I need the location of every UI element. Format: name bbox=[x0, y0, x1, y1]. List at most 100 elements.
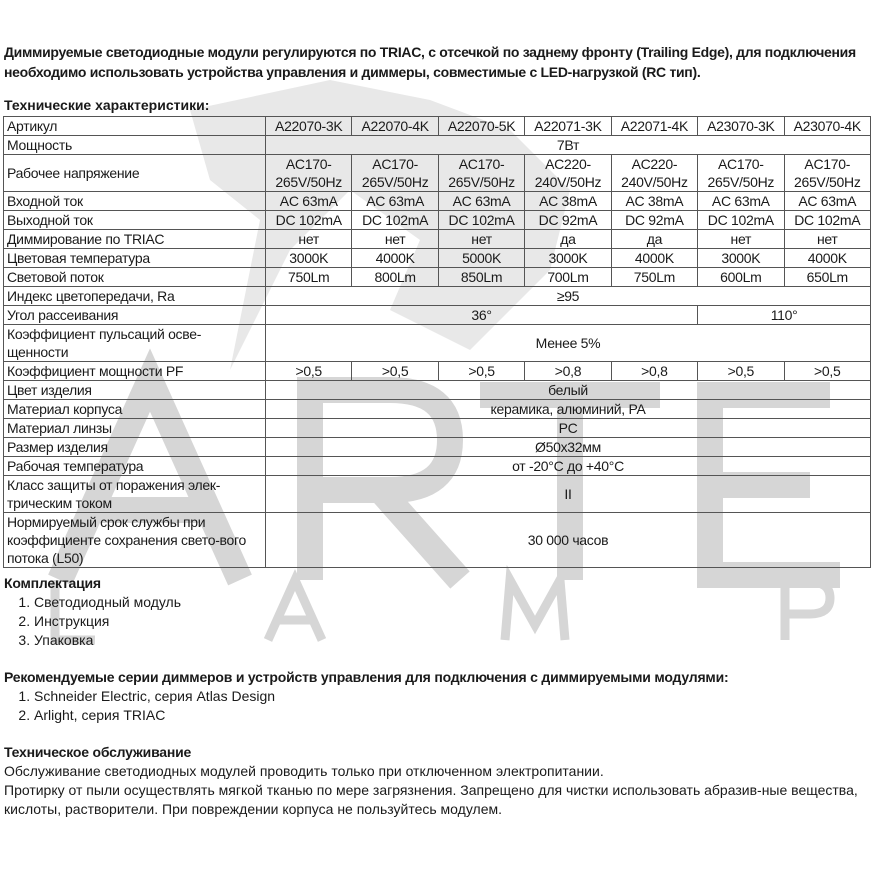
row-label: Класс защиты от поражения элек-трическим… bbox=[3, 475, 266, 513]
table-cell: AC220-240V/50Hz bbox=[524, 154, 612, 192]
service-line: Протирку от пыли осуществлять мягкой тка… bbox=[4, 782, 858, 817]
table-cell: 4000K bbox=[783, 248, 872, 268]
dimmers-title: Рекомендуемые серии диммеров и устройств… bbox=[4, 669, 729, 685]
table-cell: A22071-4K bbox=[610, 116, 699, 136]
table-cell: нет bbox=[351, 229, 439, 249]
table-cell: >0,5 bbox=[264, 361, 353, 381]
table-cell: DC 92mA bbox=[524, 210, 612, 230]
table-cell: DC 102mA bbox=[264, 210, 353, 230]
table-row: Размер изделия Ø50x32мм bbox=[3, 437, 871, 457]
table-cell: >0,5 bbox=[697, 361, 785, 381]
row-label: Угол рассеивания bbox=[3, 305, 266, 325]
table-cell: DC 102mA bbox=[437, 210, 526, 230]
kit-section: Комплектация Светодиодный модуль Инструк… bbox=[4, 574, 871, 650]
table-row: Цветовая температура 3000K 4000K 5000K 3000K… bbox=[3, 248, 872, 268]
table-cell: AC170-265V/50Hz bbox=[783, 154, 872, 192]
table-cell: 7Вт bbox=[265, 135, 871, 155]
table-row: Класс защиты от поражения элек-трическим… bbox=[3, 475, 871, 513]
spec-table: Артикул A22070-3K A22070-4K A22070-5K A22071… bbox=[3, 116, 872, 568]
table-row: Входной ток AC 63mA AC 63mA AC 63mA AC 38mA A… bbox=[3, 191, 872, 211]
table-cell: AC 63mA bbox=[264, 191, 353, 211]
table-cell: A23070-3K bbox=[697, 116, 785, 136]
table-cell: AC 38mA bbox=[610, 191, 699, 211]
table-cell: 600Lm bbox=[697, 267, 785, 287]
table-cell: DC 102mA bbox=[783, 210, 872, 230]
table-row: Индекс цветопередачи, Ra ≥95 bbox=[3, 286, 871, 306]
table-row: Диммирование по TRIAC нет нет нет да да нет нет bbox=[3, 229, 872, 249]
table-cell: 5000K bbox=[437, 248, 526, 268]
spec-title: Технические характеристики: bbox=[4, 97, 210, 113]
table-cell: белый bbox=[265, 380, 871, 400]
table-cell: 36° bbox=[264, 305, 699, 325]
kit-item: Светодиодный модуль bbox=[34, 593, 871, 612]
table-cell: >0,5 bbox=[783, 361, 872, 381]
table-cell: AC170-265V/50Hz bbox=[437, 154, 526, 192]
row-label: Цветовая температура bbox=[3, 248, 266, 268]
table-row: Рабочее напряжение AC170-265V/50Hz AC170-2… bbox=[3, 154, 872, 192]
row-label: Индекс цветопередачи, Ra bbox=[3, 286, 266, 306]
table-cell: керамика, алюминий, PA bbox=[265, 399, 871, 419]
table-cell: A22070-4K bbox=[351, 116, 439, 136]
row-label: Нормируемый срок службы при коэффициенте… bbox=[3, 512, 266, 568]
table-cell: от -20°C до +40°C bbox=[265, 456, 871, 476]
service-section: Техническое обслуживание Обслуживание св… bbox=[4, 743, 871, 819]
table-cell: 700Lm bbox=[524, 267, 612, 287]
table-row: Материал линзы PC bbox=[3, 418, 871, 438]
row-label: Мощность bbox=[3, 135, 266, 155]
table-cell: AC 63mA bbox=[783, 191, 872, 211]
table-cell: >0,5 bbox=[437, 361, 526, 381]
table-cell: да bbox=[524, 229, 612, 249]
table-cell: DC 102mA bbox=[351, 210, 439, 230]
table-cell: нет bbox=[783, 229, 872, 249]
intro-text: Диммируемые светодиодные модули регулиру… bbox=[4, 44, 856, 80]
table-cell: AC 38mA bbox=[524, 191, 612, 211]
dimmer-item: Schneider Electric, серия Atlas Design bbox=[34, 687, 871, 706]
table-cell: 3000K bbox=[697, 248, 785, 268]
table-cell: да bbox=[610, 229, 699, 249]
table-row: Нормируемый срок службы при коэффициенте… bbox=[3, 512, 871, 568]
row-label: Материал линзы bbox=[3, 418, 266, 438]
row-label: Материал корпуса bbox=[3, 399, 266, 419]
table-cell: >0,8 bbox=[524, 361, 612, 381]
table-row: Угол рассеивания 36° 110° bbox=[3, 305, 871, 325]
table-row: Артикул A22070-3K A22070-4K A22070-5K A22071… bbox=[3, 116, 872, 136]
dimmer-item: Arlight, серия TRIAC bbox=[34, 706, 871, 725]
table-row: Световой поток 750Lm 800Lm 850Lm 700Lm 750Lm 6… bbox=[3, 267, 872, 287]
table-cell: Ø50x32мм bbox=[265, 437, 871, 457]
table-cell: 110° bbox=[697, 305, 871, 325]
service-line: Обслуживание светодиодных модулей провод… bbox=[4, 763, 604, 779]
table-cell: A22071-3K bbox=[524, 116, 612, 136]
table-cell: 3000K bbox=[264, 248, 353, 268]
row-label: Размер изделия bbox=[3, 437, 266, 457]
table-cell: A22070-5K bbox=[437, 116, 526, 136]
row-label: Артикул bbox=[3, 116, 266, 136]
table-cell: 750Lm bbox=[264, 267, 353, 287]
document-content: Диммируемые светодиодные модули регулиру… bbox=[0, 0, 875, 819]
table-cell: ≥95 bbox=[265, 286, 871, 306]
table-cell: 650Lm bbox=[783, 267, 872, 287]
table-cell: AC170-265V/50Hz bbox=[264, 154, 353, 192]
table-cell: 4000K bbox=[351, 248, 439, 268]
table-row: Мощность 7Вт bbox=[3, 135, 871, 155]
table-cell: 750Lm bbox=[610, 267, 699, 287]
table-cell: PC bbox=[265, 418, 871, 438]
row-label: Рабочая температура bbox=[3, 456, 266, 476]
table-row: Коэффициент пульсаций осве-щенности Менее… bbox=[3, 324, 871, 362]
service-title: Техническое обслуживание bbox=[4, 744, 192, 760]
table-cell: 3000K bbox=[524, 248, 612, 268]
table-cell: 850Lm bbox=[437, 267, 526, 287]
table-cell: 4000K bbox=[610, 248, 699, 268]
table-cell: AC 63mA bbox=[437, 191, 526, 211]
table-cell: AC220-240V/50Hz bbox=[610, 154, 699, 192]
table-cell: AC170-265V/50Hz bbox=[351, 154, 439, 192]
row-label: Рабочее напряжение bbox=[3, 154, 266, 192]
table-cell: нет bbox=[697, 229, 785, 249]
table-cell: нет bbox=[437, 229, 526, 249]
table-cell: 30 000 часов bbox=[265, 512, 871, 568]
table-cell: >0,5 bbox=[351, 361, 439, 381]
table-cell: DC 92mA bbox=[610, 210, 699, 230]
kit-item: Упаковка bbox=[34, 631, 871, 650]
row-label: Диммирование по TRIAC bbox=[3, 229, 266, 249]
row-label: Коэффициент пульсаций осве-щенности bbox=[3, 324, 266, 362]
row-label: Световой поток bbox=[3, 267, 266, 287]
